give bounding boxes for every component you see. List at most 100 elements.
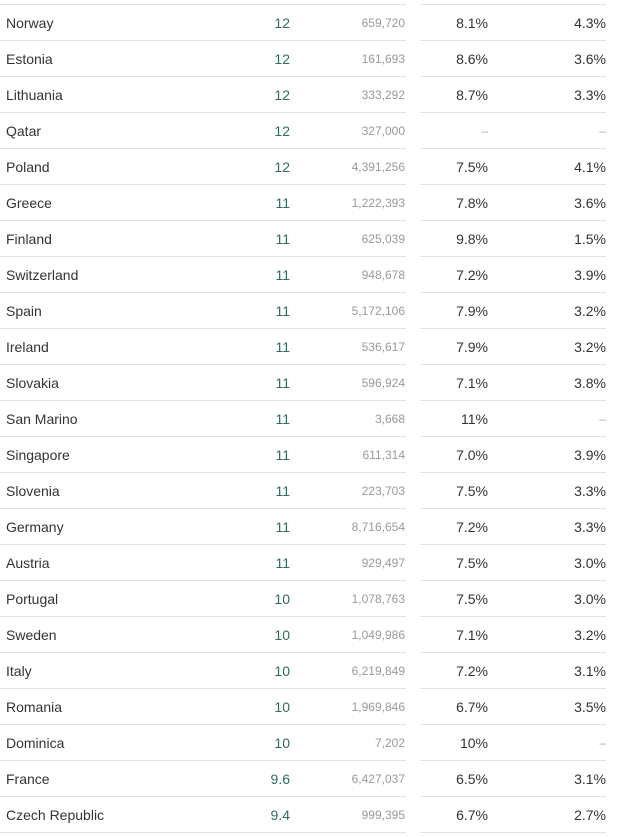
table-top-border-right <box>420 4 606 5</box>
row-divider-left <box>0 652 406 653</box>
percent-a-value: 6.5% <box>456 771 488 787</box>
percent-a-value: 7.1% <box>456 375 488 391</box>
rate-value: 11 <box>275 375 290 391</box>
percent-b-value: – <box>599 412 606 426</box>
country-name: Italy <box>6 663 32 679</box>
country-name: Romania <box>6 699 63 715</box>
percent-a-value: 8.1% <box>456 15 488 31</box>
row-divider-right <box>420 364 606 365</box>
country-name: Finland <box>6 231 52 247</box>
row-divider-left <box>0 832 406 833</box>
population-value: 1,969,846 <box>351 700 405 714</box>
population-value: 8,716,654 <box>351 520 405 534</box>
table-row: Finland 11 625,039 9.8% 1.5% <box>0 221 639 257</box>
country-name: Spain <box>6 303 42 319</box>
percent-a-value: 6.7% <box>456 807 488 823</box>
row-divider-right <box>420 436 606 437</box>
row-divider-left <box>0 400 406 401</box>
population-value: 7,202 <box>374 736 405 750</box>
row-divider-left <box>0 760 406 761</box>
percent-b-value: – <box>599 124 606 138</box>
table-row: San Marino 11 3,668 11% – <box>0 401 639 437</box>
row-divider-left <box>0 724 406 725</box>
row-divider-left <box>0 112 406 113</box>
percent-a-value: 10% <box>459 735 488 751</box>
percent-b-value: 3.8% <box>574 375 606 391</box>
percent-a-value: 7.5% <box>456 555 488 571</box>
percent-a-value: 7.5% <box>456 159 488 175</box>
percent-a-value: 8.6% <box>456 51 488 67</box>
row-divider-left <box>0 328 406 329</box>
rate-value: 11 <box>275 303 290 319</box>
percent-a-value: 7.2% <box>456 519 488 535</box>
table-row: Ireland 11 536,617 7.9% 3.2% <box>0 329 639 365</box>
population-value: 596,924 <box>361 376 405 390</box>
percent-b-value: 3.0% <box>574 591 606 607</box>
percent-b-value: 3.2% <box>574 339 606 355</box>
row-divider-left <box>0 616 406 617</box>
row-divider-left <box>0 436 406 437</box>
row-divider-right <box>420 292 606 293</box>
population-value: 625,039 <box>361 232 405 246</box>
table-row: Sweden 10 1,049,986 7.1% 3.2% <box>0 617 639 653</box>
population-value: 5,172,106 <box>351 304 405 318</box>
rate-value: 11 <box>275 447 290 463</box>
country-name: Norway <box>6 15 54 31</box>
population-value: 6,219,849 <box>351 664 405 678</box>
row-divider-left <box>0 544 406 545</box>
population-value: 333,292 <box>361 88 405 102</box>
percent-a-value: 7.9% <box>456 339 488 355</box>
row-divider-right <box>420 76 606 77</box>
country-name: Ireland <box>6 339 49 355</box>
rate-value: 12 <box>274 159 290 175</box>
country-name: Switzerland <box>6 267 79 283</box>
table-row: Lithuania 12 333,292 8.7% 3.3% <box>0 77 639 113</box>
row-divider-right <box>420 544 606 545</box>
rate-value: 10 <box>274 663 290 679</box>
row-divider-left <box>0 364 406 365</box>
row-divider-right <box>420 760 606 761</box>
percent-a-value: 7.5% <box>456 483 488 499</box>
row-divider-left <box>0 472 406 473</box>
row-divider-right <box>420 472 606 473</box>
row-divider-right <box>420 616 606 617</box>
table-row: Qatar 12 327,000 – – <box>0 113 639 149</box>
country-name: France <box>6 771 50 787</box>
population-value: 536,617 <box>361 340 405 354</box>
population-value: 1,049,986 <box>351 628 405 642</box>
row-divider-right <box>420 688 606 689</box>
percent-b-value: 2.7% <box>574 807 606 823</box>
row-divider-left <box>0 148 406 149</box>
rate-value: 9.6 <box>270 771 290 787</box>
percent-a-value: 8.7% <box>456 87 488 103</box>
percent-b-value: 3.2% <box>574 303 606 319</box>
percent-b-value: 3.3% <box>574 519 606 535</box>
rate-value: 10 <box>274 699 290 715</box>
table-row: Switzerland 11 948,678 7.2% 3.9% <box>0 257 639 293</box>
country-name: Austria <box>6 555 50 571</box>
percent-a-value: 9.8% <box>456 231 488 247</box>
rate-value: 11 <box>275 519 290 535</box>
population-value: 6,427,037 <box>351 772 405 786</box>
row-divider-right <box>420 832 606 833</box>
row-divider-left <box>0 688 406 689</box>
row-divider-left <box>0 292 406 293</box>
percent-a-value: 7.1% <box>456 627 488 643</box>
percent-b-value: 1.5% <box>574 231 606 247</box>
rate-value: 11 <box>275 411 290 427</box>
population-value: 161,693 <box>361 52 405 66</box>
country-name: Qatar <box>6 123 42 139</box>
table-row: Dominica 10 7,202 10% – <box>0 725 639 761</box>
table-row: Romania 10 1,969,846 6.7% 3.5% <box>0 689 639 725</box>
table-row: Greece 11 1,222,393 7.8% 3.6% <box>0 185 639 221</box>
country-name: Portugal <box>6 591 59 607</box>
rate-value: 11 <box>275 555 290 571</box>
population-value: 1,222,393 <box>351 196 405 210</box>
percent-a-value: 7.2% <box>456 267 488 283</box>
country-name: Estonia <box>6 51 53 67</box>
rate-value: 10 <box>274 735 290 751</box>
rate-value: 12 <box>274 87 290 103</box>
country-name: Sweden <box>6 627 57 643</box>
table-row: Italy 10 6,219,849 7.2% 3.1% <box>0 653 639 689</box>
